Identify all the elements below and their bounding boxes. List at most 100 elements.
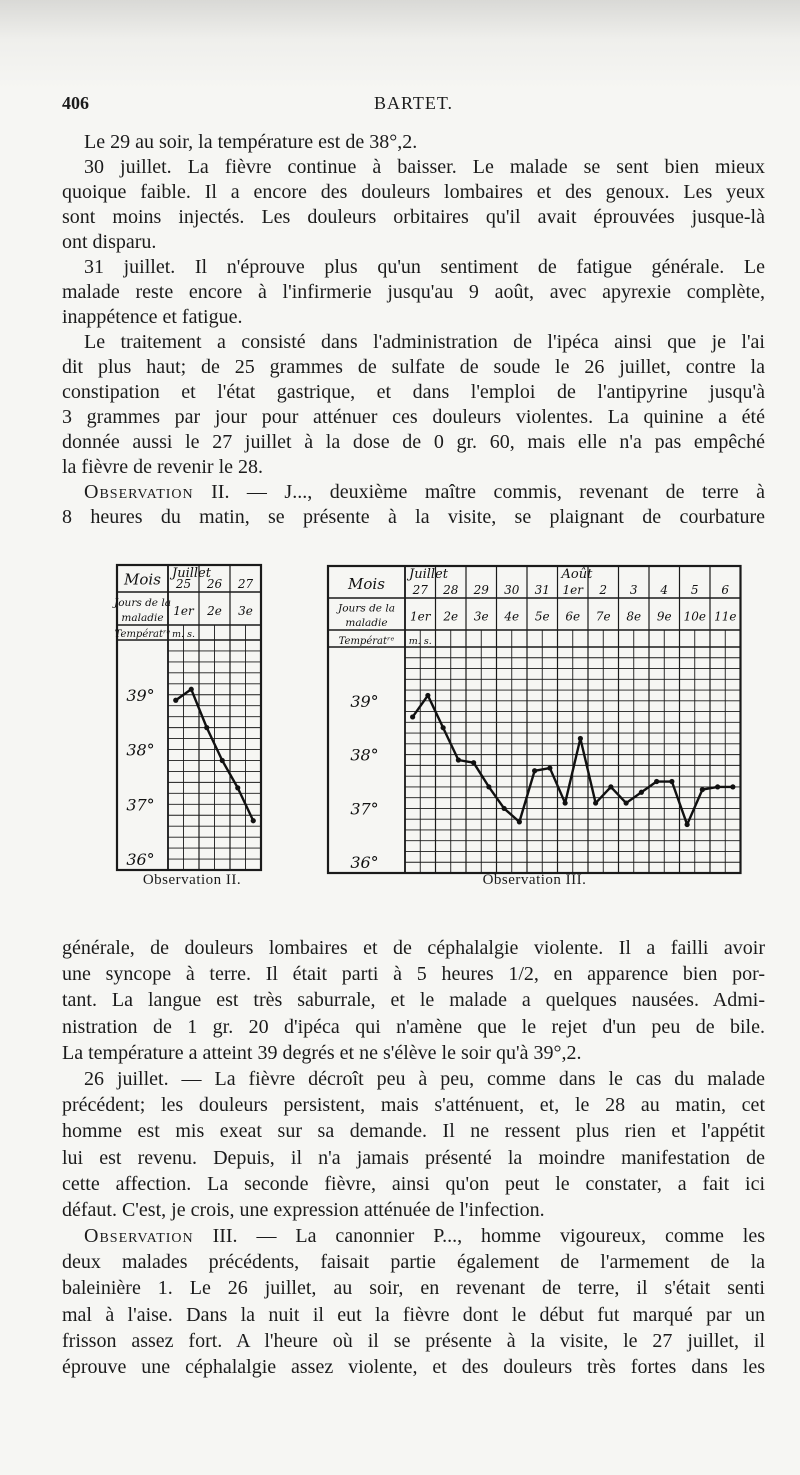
- temperature-point: [730, 784, 736, 790]
- chart-border: [326, 564, 742, 875]
- temperature-point: [715, 784, 721, 790]
- text-line: baleinière 1. Le 26 juillet, au soir, en…: [62, 1275, 765, 1301]
- date-label: 25: [175, 577, 191, 591]
- text-line-content: homme est mis exeat sur sa demande. Il n…: [62, 1120, 765, 1143]
- date-label: 27: [237, 577, 254, 591]
- observation-heading: Observation: [84, 481, 194, 503]
- temperature-tick-label: 38°: [350, 746, 378, 765]
- temperature-point: [532, 768, 538, 774]
- text-line: malade reste encore à l'infirmerie jusqu…: [62, 280, 765, 305]
- body-text-top: Le 29 au soir, la température est de 38°…: [62, 130, 765, 530]
- chart-caption-observation-2: Observation II.: [142, 872, 242, 888]
- text-line: quoique faible. Il a encore des douleurs…: [62, 180, 765, 205]
- text-line-content: II. — J..., deuxième maître commis, reve…: [193, 481, 765, 503]
- text-line: 31 juillet. Il n'éprouve plus qu'un sent…: [62, 255, 765, 280]
- chart-svg: Mois Jours de la maladie Températʳᵉ m. s. Jui…: [112, 563, 263, 872]
- text-line: frisson assez fort. A l'heure où il se p…: [62, 1328, 765, 1354]
- row-label-disease-day: maladie: [345, 617, 387, 629]
- date-label: 29: [473, 583, 490, 597]
- text-line: 30 juillet. La fièvre continue à baisser…: [62, 155, 765, 180]
- observation-heading: Observation: [84, 1225, 194, 1248]
- text-line: inappétence et fatigue.: [62, 305, 765, 330]
- disease-day-label: 1er: [410, 609, 432, 623]
- text-line: 26 juillet. — La fièvre décroît peu à pe…: [62, 1066, 765, 1092]
- temperature-point: [608, 784, 614, 790]
- row-label-disease-day: maladie: [121, 612, 163, 624]
- row-label-disease-day: Jours de la: [112, 597, 171, 609]
- temperature-point: [410, 714, 416, 720]
- temperature-tick-label: 37°: [126, 795, 154, 814]
- temperature-chart-observation-2: Mois Jours de la maladie Températʳᵉ m. s. Jui…: [112, 563, 263, 872]
- month-label: Juillet: [169, 566, 212, 581]
- text-line-content: deux malades précédents, faisait partie …: [62, 1251, 765, 1274]
- periods-label: m. s.: [409, 636, 432, 647]
- text-line-content: mal à l'aise. Dans la nuit il eut la fiè…: [62, 1303, 765, 1326]
- temperature-tick-label: 36°: [126, 850, 154, 869]
- periods-label: m. s.: [172, 629, 195, 640]
- temperature-tick-label: 39°: [126, 686, 154, 705]
- temperature-tick-label: 36°: [350, 853, 378, 872]
- date-label: 31: [535, 583, 550, 597]
- text-line: Observation III. — La canonnier P..., ho…: [62, 1223, 765, 1249]
- text-line-content: malade reste encore à l'infirmerie jusqu…: [62, 281, 765, 303]
- text-line: lui est revenu. Depuis, il n'a jamais pr…: [62, 1145, 765, 1171]
- text-line-content: éprouve une céphalalgie assez violente, …: [62, 1356, 765, 1378]
- date-label: 3: [630, 583, 638, 597]
- temperature-point: [562, 800, 568, 806]
- text-line-content: constipation et l'état gastrique, et dan…: [62, 381, 765, 403]
- temperature-point: [516, 819, 522, 825]
- temperature-point: [638, 789, 644, 795]
- disease-day-label: 10e: [684, 609, 706, 623]
- date-label: 28: [442, 583, 459, 597]
- text-line-content: dit plus haut; de 25 grammes de sulfate …: [62, 356, 765, 378]
- temperature-point: [235, 785, 241, 791]
- text-line-content: défaut. C'est, je crois, une expression …: [62, 1198, 545, 1221]
- text-line: générale, de douleurs lombaires et de cé…: [62, 935, 765, 961]
- text-line: Le traitement a consisté dans l'administ…: [62, 330, 765, 355]
- date-label: 1er: [563, 583, 585, 597]
- temperature-point: [577, 735, 583, 742]
- temperature-point: [471, 760, 477, 766]
- text-line: éprouve une céphalalgie assez violente, …: [62, 1354, 765, 1380]
- date-label: 26: [206, 577, 223, 591]
- text-line-content: donnée aussi le 27 juillet à la dose de …: [62, 431, 765, 453]
- text-line-content: Le 29 au soir, la température est de 38°…: [84, 131, 418, 153]
- temperature-curve: [175, 688, 255, 822]
- text-line-content: Le traitement a consisté dans l'administ…: [84, 331, 765, 353]
- disease-day-label: 4e: [503, 609, 519, 623]
- disease-day-label: 2e: [442, 609, 458, 623]
- date-label: 4: [659, 583, 668, 597]
- text-line-content: la fièvre de revenir le 28.: [62, 456, 264, 478]
- row-label-temperature: Températʳᵉ: [339, 636, 395, 647]
- disease-day-label: 2e: [206, 604, 222, 618]
- text-line-content: 8 heures du matin, se présente à la visi…: [62, 506, 765, 528]
- row-label-month: Mois: [347, 575, 385, 593]
- row-label-disease-day: Jours de la: [336, 602, 395, 614]
- text-line: dit plus haut; de 25 grammes de sulfate …: [62, 355, 765, 380]
- text-line: sont moins injectés. Les douleurs orbita…: [62, 205, 765, 230]
- text-line: La température a atteint 39 degrés et ne…: [62, 1040, 765, 1066]
- disease-day-label: 9e: [657, 609, 672, 623]
- temperature-point: [219, 757, 225, 764]
- date-label: 2: [598, 583, 607, 597]
- temperature-point: [188, 686, 194, 692]
- disease-day-label: 3e: [474, 609, 489, 623]
- text-line-content: tant. La langue est très saburrale, et l…: [62, 989, 765, 1012]
- text-line-content: nistration de 1 gr. 20 d'ipéca qui n'amè…: [62, 1015, 765, 1038]
- disease-day-label: 3e: [238, 604, 253, 618]
- temperature-curve: [411, 694, 733, 826]
- text-line: précédent; les douleurs persistent, mais…: [62, 1092, 765, 1118]
- text-line-content: précédent; les douleurs persistent, mais…: [62, 1094, 765, 1117]
- temperature-point: [455, 757, 461, 763]
- text-line-content: cette affection. La seconde fièvre, ains…: [62, 1172, 765, 1195]
- month-label: Juillet: [406, 567, 449, 582]
- text-line-content: inappétence et fatigue.: [62, 306, 243, 328]
- text-line-content: ont disparu.: [62, 231, 157, 253]
- text-line-content: une syncope à terre. Il était parti à 5 …: [62, 963, 765, 986]
- text-line-content: III. — La canonnier P..., homme vigoureu…: [193, 1225, 765, 1248]
- running-header: 406 BARTET.: [62, 93, 765, 117]
- temperature-point: [204, 725, 210, 731]
- text-line-content: générale, de douleurs lombaires et de cé…: [62, 937, 765, 959]
- disease-day-label: 11e: [714, 609, 736, 623]
- disease-day-label: 1er: [173, 604, 195, 618]
